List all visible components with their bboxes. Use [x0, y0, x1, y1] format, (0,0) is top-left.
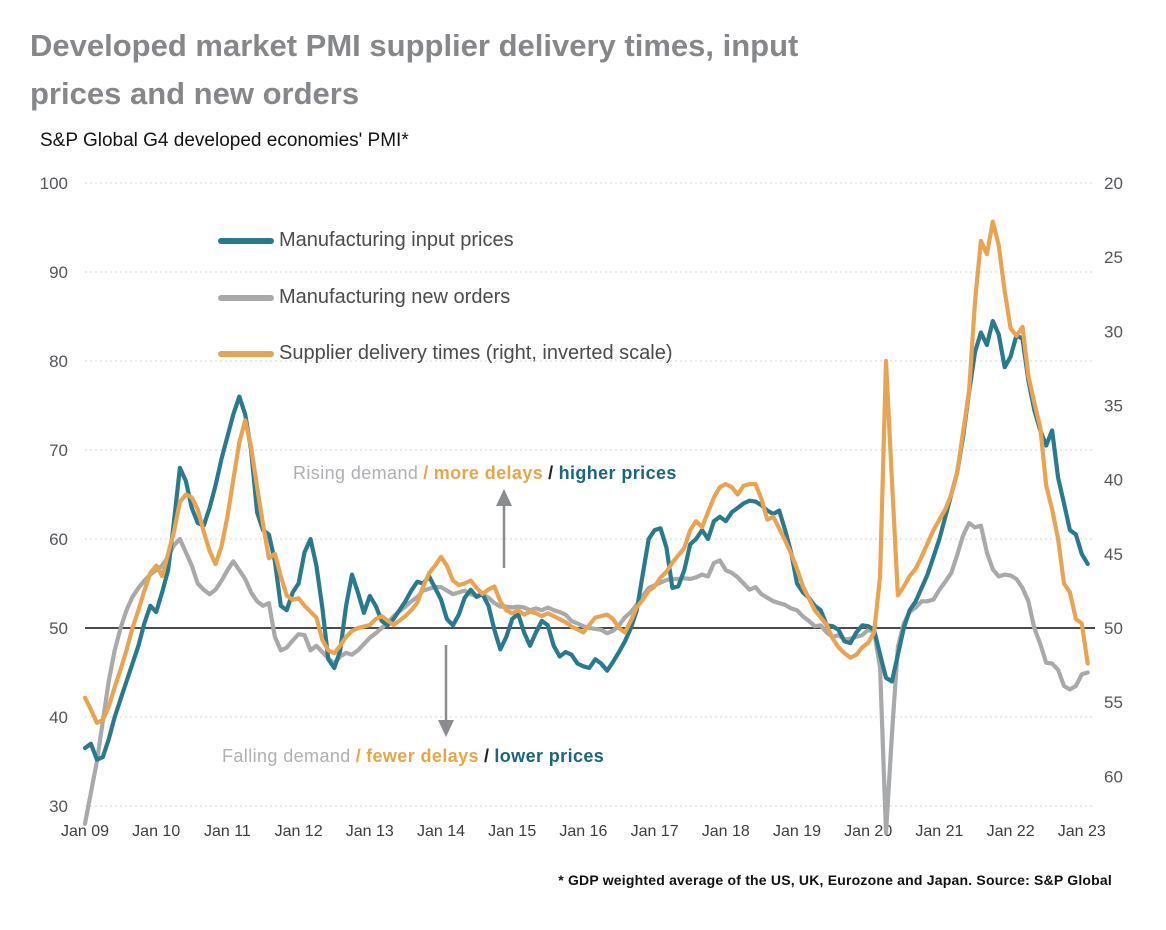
annotation-slash: /: [548, 463, 554, 483]
x-axis-tick: Jan 22: [987, 823, 1035, 840]
x-axis-tick: Jan 20: [844, 823, 892, 840]
source-footnote: * GDP weighted average of the US, UK, Eu…: [558, 872, 1112, 888]
data-series: [82, 219, 1090, 835]
right-axis-tick: 35: [1104, 396, 1123, 415]
annotation-slash: /: [355, 746, 362, 766]
x-axis-tick: Jan 21: [915, 823, 963, 840]
left-axis-tick: 30: [49, 797, 68, 816]
annotation-text: more delays: [433, 463, 544, 483]
x-axis-tick: Jan 19: [773, 823, 821, 840]
legend-label: Supplier delivery times (right, inverted…: [279, 342, 673, 364]
annotation-text: fewer delays: [366, 746, 479, 766]
right-axis-tick: 25: [1104, 248, 1123, 267]
right-axis-tick: 20: [1104, 174, 1123, 193]
delivery-times-line-swatch: [218, 350, 274, 357]
up-arrow-icon: [496, 489, 512, 568]
series-line-manufacturing-input-prices: [82, 318, 1090, 762]
title-line1: Developed market PMI supplier delivery t…: [30, 28, 799, 63]
x-axis-tick: Jan 15: [488, 823, 536, 840]
annotation-falling: Falling demand / fewer delays / lower prices: [222, 746, 609, 767]
legend-item-new-orders: Manufacturing new orders: [218, 286, 510, 309]
annotation-slash: /: [483, 746, 490, 766]
left-axis-tick: 70: [49, 441, 68, 460]
right-axis-tick: 30: [1104, 322, 1123, 341]
legend-item-input-prices: Manufacturing input prices: [218, 229, 514, 252]
right-axis-tick: 60: [1104, 767, 1123, 786]
axis-labels: 100 90 80 70 60 50 40 30 20 25 30 35 40 45 50 55 60 Jan 0…: [40, 174, 1123, 840]
x-axis-tick: Jan 12: [275, 823, 323, 840]
x-axis-tick: Jan 16: [559, 823, 607, 840]
left-axis-tick: 100: [40, 174, 68, 193]
annotation-slash: /: [423, 463, 429, 483]
right-axis-tick: 50: [1104, 619, 1123, 638]
left-axis-tick: 60: [49, 530, 68, 549]
right-axis-tick: 45: [1104, 545, 1123, 564]
x-axis-tick: Jan 09: [61, 823, 109, 840]
chart-subtitle: S&P Global G4 developed economies' PMI*: [40, 130, 409, 151]
series-line-manufacturing-new-orders: [82, 520, 1090, 835]
right-axis-tick: 55: [1104, 693, 1123, 712]
page-title: Developed market PMI supplier delivery t…: [30, 22, 1110, 118]
right-axis-tick: 40: [1104, 471, 1123, 490]
series-line-supplier-delivery-times: [82, 219, 1090, 726]
x-axis-tick: Jan 14: [417, 823, 465, 840]
annotation-text: Falling demand: [222, 746, 351, 766]
gridlines: [85, 182, 1095, 807]
new-orders-line-swatch: [218, 294, 274, 301]
left-axis-tick: 50: [49, 619, 68, 638]
legend-label: Manufacturing input prices: [279, 229, 514, 251]
annotation-text: higher prices: [558, 463, 677, 483]
x-axis-tick: Jan 23: [1058, 823, 1106, 840]
input-prices-line-swatch: [218, 237, 274, 244]
annotation-text: Rising demand: [293, 463, 419, 483]
x-axis-tick: Jan 11: [204, 823, 251, 840]
down-arrow-icon: [438, 645, 454, 737]
left-axis-tick: 40: [49, 708, 68, 727]
annotation-rising: Rising demand / more delays / higher prices: [293, 463, 682, 484]
x-axis-tick: Jan 17: [631, 823, 679, 840]
title-line2: prices and new orders: [30, 76, 360, 112]
x-axis-tick: Jan 18: [702, 823, 750, 840]
left-axis-tick: 90: [49, 263, 68, 282]
annotation-text: lower prices: [494, 746, 605, 766]
x-axis-tick: Jan 10: [132, 823, 180, 840]
legend-item-delivery-times: Supplier delivery times (right, inverted…: [218, 342, 673, 365]
legend-label: Manufacturing new orders: [279, 286, 511, 308]
left-axis-tick: 80: [49, 352, 68, 371]
x-axis-tick: Jan 13: [346, 823, 394, 840]
